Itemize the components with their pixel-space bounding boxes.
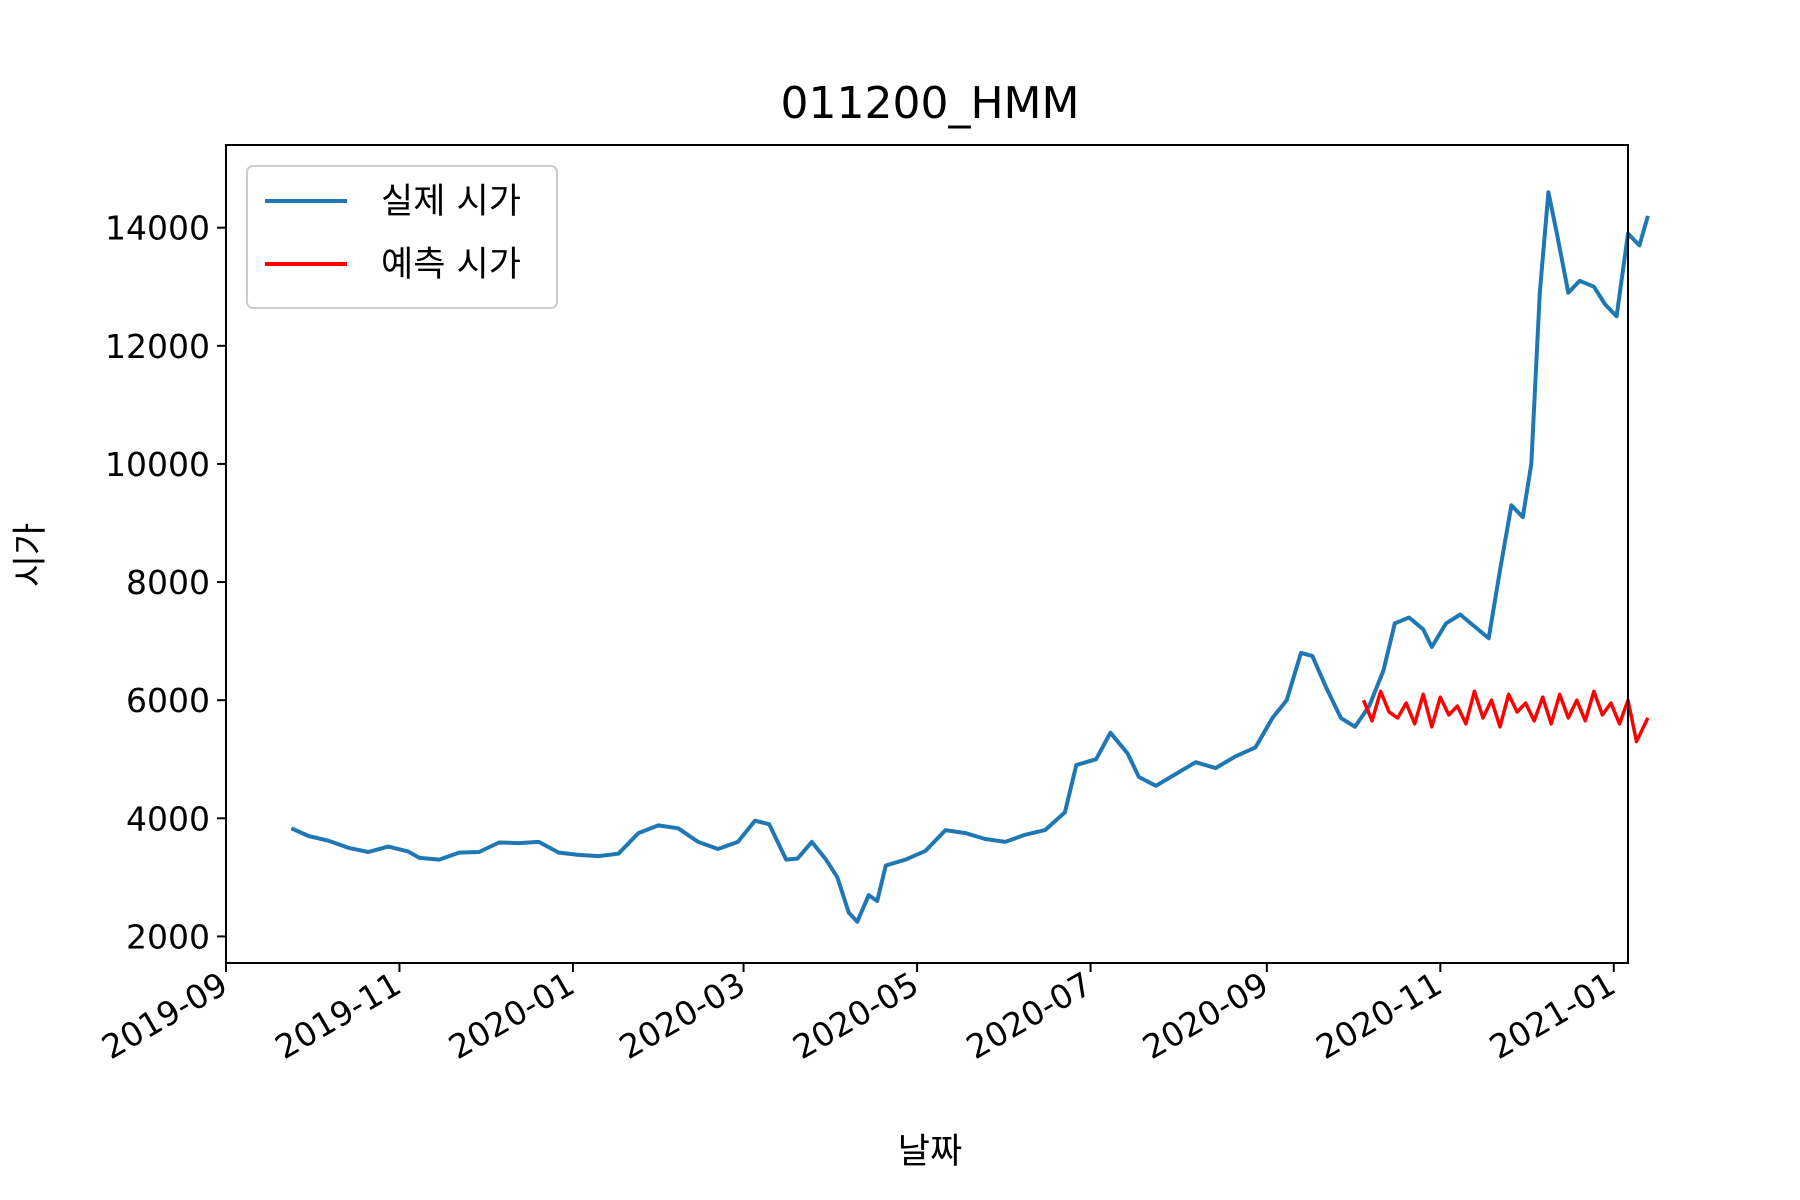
x-axis: 2019-09 2019-11 2020-01 2020-03 2020-05 2020-…	[95, 963, 1622, 1067]
y-axis-label: 시가	[11, 523, 51, 587]
series-line-2	[1361, 689, 1650, 744]
x-tick-label-4: 2020-03	[613, 964, 752, 1067]
x-tick-label-5: 2020-05	[786, 964, 925, 1067]
y-tick-label-5: 10000	[105, 445, 210, 484]
y-tick-label-7: 14000	[105, 209, 210, 248]
x-tick-label-9: 2021-01	[1483, 964, 1622, 1067]
x-axis-label: 날짜	[898, 1132, 962, 1172]
x-tick-label-3: 2020-01	[442, 964, 581, 1067]
y-tick-label-2: 4000	[126, 799, 210, 838]
y-axis: 2000 4000 6000 8000 10000 12000 14000	[105, 209, 226, 956]
y-tick-label-1: 2000	[126, 917, 210, 956]
legend-label-1: 실제 시가	[381, 182, 521, 222]
legend-label-2: 예측 시가	[381, 245, 521, 285]
x-tick-label-6: 2020-07	[960, 964, 1099, 1067]
series-line-1	[290, 190, 1650, 924]
y-tick-label-6: 12000	[105, 327, 210, 366]
chart-title: 011200_HMM	[781, 78, 1080, 129]
y-tick-label-4: 8000	[126, 563, 210, 602]
x-tick-label-8: 2020-11	[1309, 964, 1448, 1067]
x-tick-label-7: 2020-09	[1136, 964, 1275, 1067]
x-tick-label-2: 2019-11	[269, 964, 408, 1067]
x-tick-label-1: 2019-09	[95, 964, 234, 1067]
y-tick-label-3: 6000	[126, 681, 210, 720]
plot-frame	[225, 144, 1629, 964]
plot-area	[290, 190, 1650, 924]
